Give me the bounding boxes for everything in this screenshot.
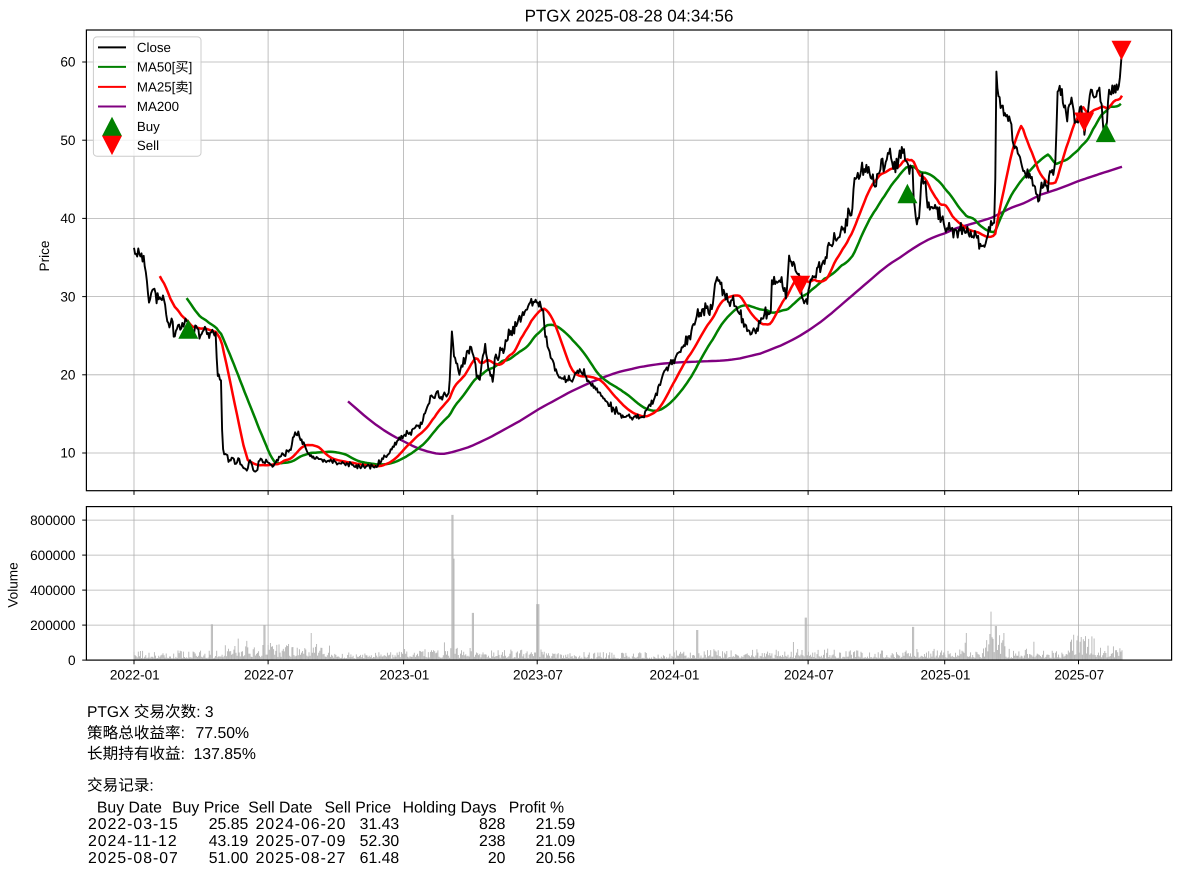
svg-text:31.43: 31.43 <box>360 816 400 833</box>
svg-text:Buy Date: Buy Date <box>97 799 162 816</box>
svg-text:2024-01: 2024-01 <box>650 667 700 682</box>
svg-text:Sell Price: Sell Price <box>325 799 392 816</box>
svg-text:20.56: 20.56 <box>536 850 576 867</box>
svg-text:10: 10 <box>60 446 76 461</box>
svg-text:200000: 200000 <box>30 618 76 633</box>
svg-text:Buy Price: Buy Price <box>172 799 240 816</box>
svg-text:25.85: 25.85 <box>209 816 249 833</box>
svg-text:2025-08-07: 2025-08-07 <box>88 850 179 867</box>
svg-text:Sell: Sell <box>137 138 159 153</box>
svg-text:PTGX 2025-08-28 04:34:56: PTGX 2025-08-28 04:34:56 <box>525 7 734 26</box>
svg-text:828: 828 <box>479 816 506 833</box>
svg-text:30: 30 <box>60 289 76 304</box>
svg-text:2023-07: 2023-07 <box>513 667 563 682</box>
svg-text:]: ] <box>189 60 193 75</box>
svg-text:60: 60 <box>60 55 76 70</box>
svg-text::: : <box>149 778 153 795</box>
svg-text:2024-06-20: 2024-06-20 <box>256 816 347 833</box>
svg-text:Volume: Volume <box>6 562 21 607</box>
svg-text:]: ] <box>189 80 193 95</box>
svg-text:52.30: 52.30 <box>360 833 400 850</box>
svg-text:2022-07: 2022-07 <box>244 667 294 682</box>
svg-text:0: 0 <box>68 653 76 668</box>
svg-text:800000: 800000 <box>30 513 76 528</box>
svg-text:51.00: 51.00 <box>209 850 249 867</box>
svg-text:2024-07: 2024-07 <box>784 667 834 682</box>
svg-text:PTGX: PTGX <box>87 704 130 721</box>
svg-text:2022-03-15: 2022-03-15 <box>88 816 179 833</box>
svg-text:2025-08-27: 2025-08-27 <box>256 850 347 867</box>
svg-text::: : <box>181 725 185 742</box>
svg-text:21.09: 21.09 <box>536 833 576 850</box>
svg-text:2025-07: 2025-07 <box>1054 667 1104 682</box>
svg-text:Buy: Buy <box>137 119 160 134</box>
svg-text::: : <box>181 746 185 763</box>
svg-text:20: 20 <box>60 368 76 383</box>
svg-text:400000: 400000 <box>30 583 76 598</box>
svg-text:2024-11-12: 2024-11-12 <box>88 833 178 850</box>
svg-text:20: 20 <box>488 850 506 867</box>
svg-text:MA50[: MA50[ <box>137 60 176 75</box>
svg-text:MA25[: MA25[ <box>137 80 176 95</box>
svg-text:Price: Price <box>37 241 52 272</box>
svg-text:2023-01: 2023-01 <box>379 667 429 682</box>
svg-text:137.85%: 137.85% <box>194 746 256 763</box>
svg-text:MA200: MA200 <box>137 99 179 114</box>
svg-text:Profit %: Profit % <box>509 799 564 816</box>
svg-text:21.59: 21.59 <box>536 816 576 833</box>
svg-text:2025-07-09: 2025-07-09 <box>256 833 347 850</box>
svg-text:2022-01: 2022-01 <box>110 667 160 682</box>
svg-text:50: 50 <box>60 133 76 148</box>
svg-text:: 3: : 3 <box>196 704 213 721</box>
svg-text:40: 40 <box>60 211 76 226</box>
svg-text:238: 238 <box>479 833 506 850</box>
svg-text:Sell Date: Sell Date <box>248 799 312 816</box>
svg-text:600000: 600000 <box>30 548 76 563</box>
svg-text:Close: Close <box>137 40 171 55</box>
svg-text:2025-01: 2025-01 <box>921 667 971 682</box>
svg-text:Holding Days: Holding Days <box>403 799 497 816</box>
svg-text:61.48: 61.48 <box>360 850 400 867</box>
svg-text:77.50%: 77.50% <box>196 725 250 742</box>
svg-text:43.19: 43.19 <box>209 833 249 850</box>
